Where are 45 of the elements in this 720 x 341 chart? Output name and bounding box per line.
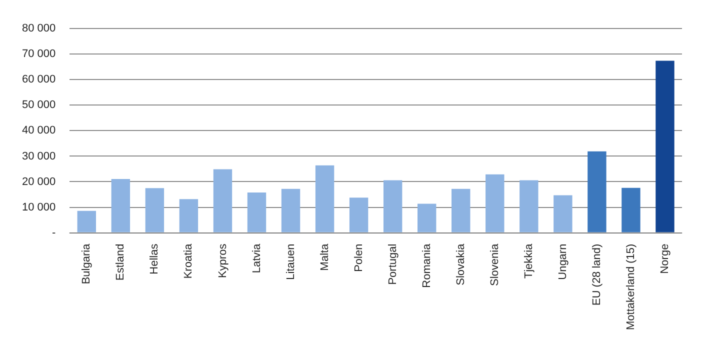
x-tick-label: Ungarn	[556, 244, 569, 280]
y-tick-label: 60 000	[22, 74, 56, 86]
x-tick-label: Malta	[318, 242, 331, 271]
bar	[452, 188, 470, 232]
bar	[588, 151, 606, 232]
y-tick-label: -	[52, 226, 56, 239]
bar	[486, 174, 504, 232]
bar	[77, 210, 96, 232]
y-tick-label: 30 000	[22, 150, 56, 162]
y-tick-label: 70 000	[22, 48, 56, 60]
bar	[656, 60, 674, 232]
y-tick-label: 50 000	[22, 99, 56, 112]
bar	[111, 178, 130, 232]
bar	[520, 180, 538, 232]
x-tick-label: EU (28 land)	[590, 244, 603, 306]
bar	[281, 188, 300, 232]
y-tick-label: 40 000	[22, 124, 56, 137]
x-tick-label: Polen	[352, 244, 365, 272]
bar	[213, 169, 232, 232]
x-tick-label: Tjekkia	[522, 242, 535, 279]
x-tick-label: Mottakerland (15)	[625, 244, 637, 330]
bar	[554, 195, 572, 232]
bar	[247, 192, 266, 232]
bar	[315, 165, 334, 232]
x-tick-label: Portugal	[386, 244, 399, 285]
y-tick-label: 20 000	[22, 176, 56, 188]
x-tick-label: Norge	[659, 244, 672, 274]
y-tick-label: 80 000	[22, 22, 56, 35]
bar	[383, 180, 402, 232]
x-tick-label: Slovenia	[488, 242, 501, 286]
x-tick-label: Litauen	[284, 244, 297, 280]
x-tick-label: Estland	[114, 244, 127, 280]
x-tick-label: Romania	[420, 242, 433, 288]
x-tick-label: Kypros	[216, 243, 229, 278]
bar	[145, 188, 164, 232]
y-tick-label: 10 000	[22, 201, 56, 214]
x-tick-label: Hellas	[148, 243, 161, 274]
x-tick-label: Bulgaria	[80, 242, 93, 284]
bar	[349, 198, 368, 232]
bar	[622, 188, 640, 232]
x-tick-label: Kroatia	[182, 242, 195, 279]
x-tick-label: Slovakia	[454, 242, 467, 286]
bar	[417, 204, 436, 232]
bar	[179, 199, 198, 232]
x-tick-label: Latvia	[250, 242, 263, 274]
